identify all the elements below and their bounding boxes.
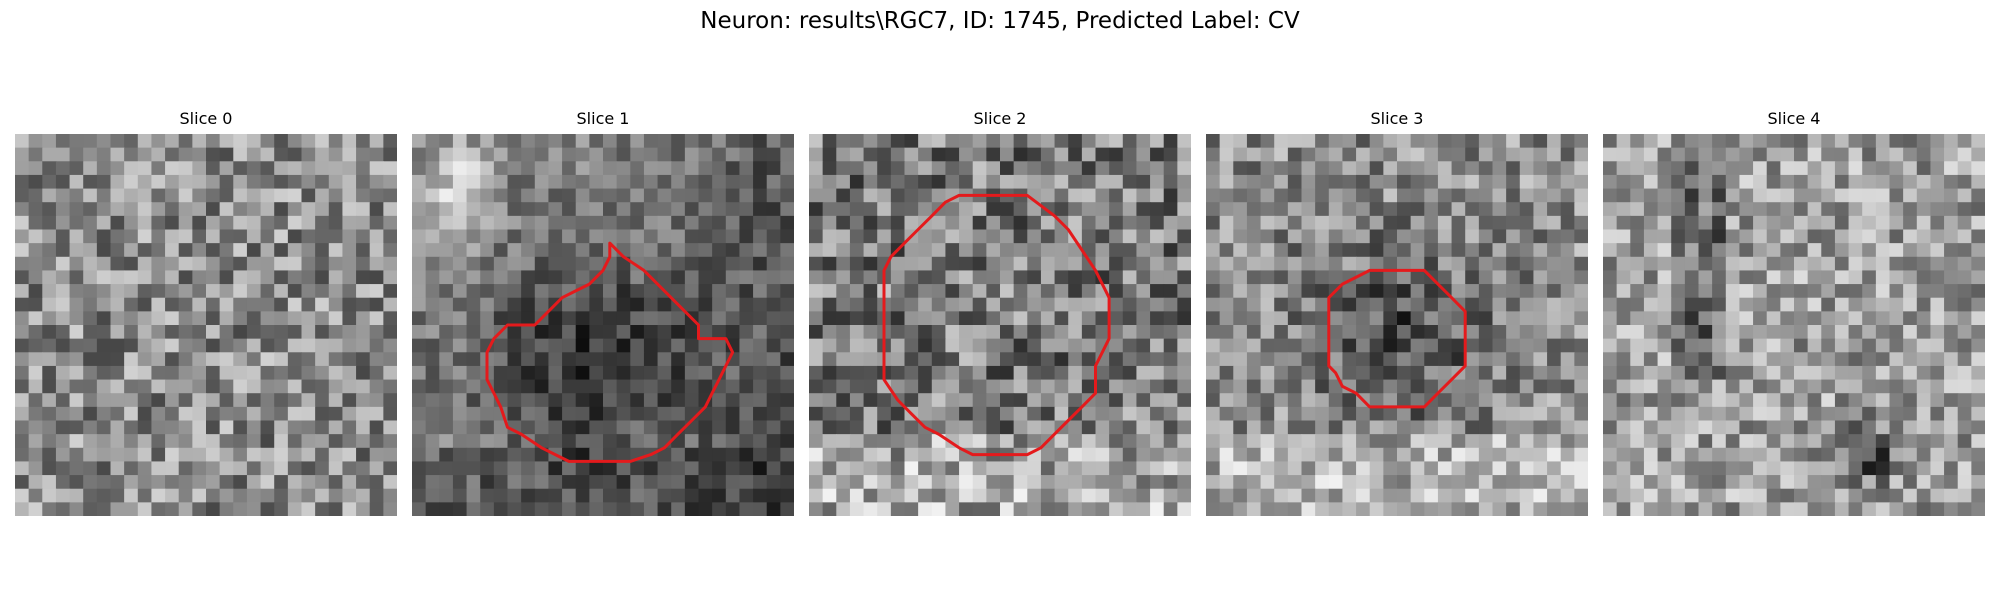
slice-title-3: Slice 3 — [1370, 109, 1424, 128]
slice-image-0 — [15, 134, 397, 516]
slice-title-4: Slice 4 — [1767, 109, 1821, 128]
slice-panel-0: Slice 0 — [15, 108, 397, 516]
roi-contour — [485, 241, 735, 463]
pixel-grid — [15, 134, 397, 516]
roi-contour — [1327, 268, 1467, 409]
slice-image-1 — [412, 134, 794, 516]
slice-title-2: Slice 2 — [973, 109, 1027, 128]
pixel-grid — [1603, 134, 1985, 516]
slice-title-0: Slice 0 — [179, 109, 233, 128]
pixel-grid — [809, 134, 1191, 516]
pixel-grid — [412, 134, 794, 516]
slice-image-2 — [809, 134, 1191, 516]
slice-panel-2: Slice 2 — [809, 108, 1191, 516]
roi-contour — [882, 193, 1111, 457]
figure-title: Neuron: results\RGC7, ID: 1745, Predicte… — [700, 8, 1300, 34]
slice-panel-4: Slice 4 — [1603, 108, 1985, 516]
slice-panel-1: Slice 1 — [412, 108, 794, 516]
slice-title-1: Slice 1 — [576, 109, 630, 128]
slice-image-4 — [1603, 134, 1985, 516]
slice-panel-3: Slice 3 — [1206, 108, 1588, 516]
pixel-grid — [1206, 134, 1588, 516]
slice-image-3 — [1206, 134, 1588, 516]
